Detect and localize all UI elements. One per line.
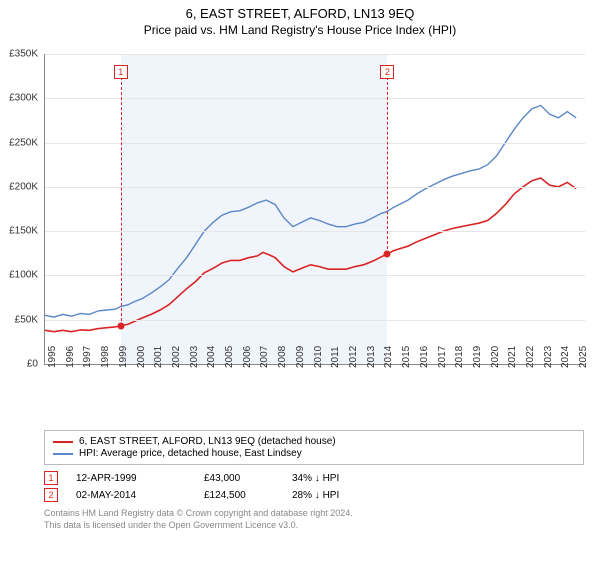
- chart-subtitle: Price paid vs. HM Land Registry's House …: [0, 23, 600, 37]
- x-tick-label: 2019: [472, 346, 483, 368]
- marker-connector: [121, 72, 123, 326]
- x-tick-label: 2024: [560, 346, 571, 368]
- transaction-row: 1 12-APR-1999 £43,000 34% ↓ HPI: [44, 471, 584, 485]
- row-price: £43,000: [204, 473, 274, 484]
- marker-dot: [384, 250, 391, 257]
- y-gridline: [45, 231, 585, 232]
- marker-connector: [387, 72, 389, 254]
- x-tick-label: 2016: [419, 346, 430, 368]
- row-date: 02-MAY-2014: [76, 490, 186, 501]
- line-layer: [45, 54, 585, 364]
- x-tick-label: 1997: [82, 346, 93, 368]
- y-gridline: [45, 320, 585, 321]
- legend: 6, EAST STREET, ALFORD, LN13 9EQ (detach…: [44, 430, 584, 465]
- x-tick-label: 2011: [330, 346, 341, 368]
- y-tick-label: £350K: [0, 49, 38, 60]
- plot-area: 12: [44, 54, 585, 365]
- data-rows: 1 12-APR-1999 £43,000 34% ↓ HPI 2 02-MAY-2014…: [44, 471, 584, 502]
- series-line: [45, 178, 576, 332]
- x-tick-label: 2021: [507, 346, 518, 368]
- x-tick-label: 1995: [47, 346, 58, 368]
- x-tick-label: 2018: [454, 346, 465, 368]
- legend-swatch: [53, 453, 73, 455]
- row-date: 12-APR-1999: [76, 473, 186, 484]
- x-tick-label: 2009: [295, 346, 306, 368]
- x-tick-label: 2015: [401, 346, 412, 368]
- marker-box: 1: [114, 65, 128, 79]
- y-gridline: [45, 98, 585, 99]
- x-tick-label: 2004: [206, 346, 217, 368]
- chart-title: 6, EAST STREET, ALFORD, LN13 9EQ: [0, 6, 600, 21]
- y-gridline: [45, 143, 585, 144]
- footer-line-2: This data is licensed under the Open Gov…: [44, 520, 584, 532]
- x-tick-label: 2007: [259, 346, 270, 368]
- footer-line-1: Contains HM Land Registry data © Crown c…: [44, 508, 584, 520]
- y-gridline: [45, 54, 585, 55]
- x-tick-label: 1998: [100, 346, 111, 368]
- x-tick-label: 2006: [242, 346, 253, 368]
- y-tick-label: £300K: [0, 93, 38, 104]
- series-line: [45, 105, 576, 317]
- legend-label: 6, EAST STREET, ALFORD, LN13 9EQ (detach…: [79, 436, 336, 447]
- x-tick-label: 2002: [171, 346, 182, 368]
- y-tick-label: £100K: [0, 270, 38, 281]
- x-tick-label: 2001: [153, 346, 164, 368]
- legend-item: 6, EAST STREET, ALFORD, LN13 9EQ (detach…: [53, 436, 575, 447]
- x-tick-label: 1999: [118, 346, 129, 368]
- x-tick-label: 2005: [224, 346, 235, 368]
- x-tick-label: 2025: [578, 346, 589, 368]
- x-tick-label: 2008: [277, 346, 288, 368]
- x-tick-label: 2020: [490, 346, 501, 368]
- chart-page: 6, EAST STREET, ALFORD, LN13 9EQ Price p…: [0, 6, 600, 566]
- row-marker-box: 1: [44, 471, 58, 485]
- row-pct-vs-hpi: 34% ↓ HPI: [292, 473, 372, 484]
- y-tick-label: £250K: [0, 137, 38, 148]
- x-tick-label: 2010: [313, 346, 324, 368]
- legend-swatch: [53, 441, 73, 443]
- y-gridline: [45, 187, 585, 188]
- row-pct-vs-hpi: 28% ↓ HPI: [292, 490, 372, 501]
- transaction-row: 2 02-MAY-2014 £124,500 28% ↓ HPI: [44, 488, 584, 502]
- y-tick-label: £200K: [0, 181, 38, 192]
- x-tick-label: 2003: [189, 346, 200, 368]
- y-tick-label: £150K: [0, 226, 38, 237]
- x-tick-label: 2017: [437, 346, 448, 368]
- y-tick-label: £50K: [0, 314, 38, 325]
- legend-label: HPI: Average price, detached house, East…: [79, 448, 302, 459]
- legend-and-data: 6, EAST STREET, ALFORD, LN13 9EQ (detach…: [44, 430, 584, 531]
- y-tick-label: £0: [0, 359, 38, 370]
- footer: Contains HM Land Registry data © Crown c…: [44, 508, 584, 531]
- marker-box: 2: [380, 65, 394, 79]
- x-tick-label: 2022: [525, 346, 536, 368]
- x-tick-label: 2023: [543, 346, 554, 368]
- row-price: £124,500: [204, 490, 274, 501]
- marker-dot: [117, 322, 124, 329]
- y-gridline: [45, 275, 585, 276]
- chart-area: 12 £0£50K£100K£150K£200K£250K£300K£350K1…: [44, 54, 584, 394]
- x-tick-label: 2014: [383, 346, 394, 368]
- x-tick-label: 2013: [366, 346, 377, 368]
- legend-item: HPI: Average price, detached house, East…: [53, 448, 575, 459]
- x-tick-label: 2012: [348, 346, 359, 368]
- x-tick-label: 1996: [65, 346, 76, 368]
- row-marker-box: 2: [44, 488, 58, 502]
- x-tick-label: 2000: [136, 346, 147, 368]
